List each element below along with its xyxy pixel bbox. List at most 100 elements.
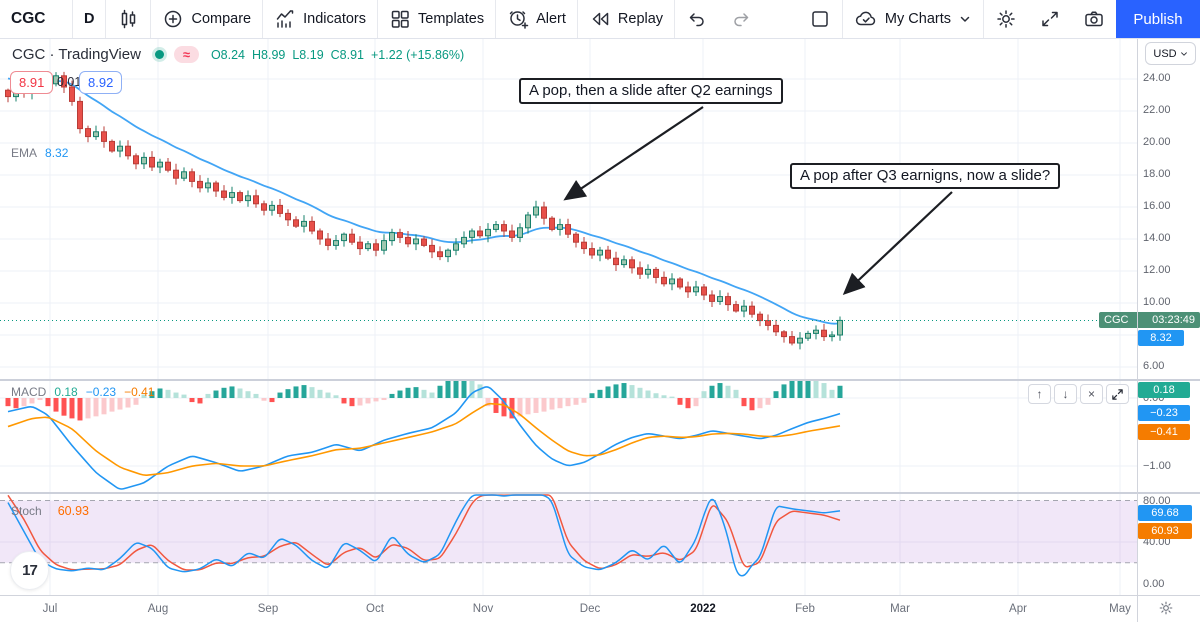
macd-tick: −1.00 [1143,460,1171,472]
market-status-dot-icon[interactable] [154,50,164,59]
interval-button[interactable]: D [73,0,105,38]
earnings-flag-icon[interactable]: ≈ [173,46,199,63]
redo-button[interactable] [719,0,763,38]
price-difference-label: 0.01 [57,75,82,89]
pane-separator[interactable] [0,492,1200,494]
macd-line-value: −0.23 [85,385,117,399]
legend-symbol-title[interactable]: CGC · TradingView [12,46,141,63]
ema-label: EMA [11,146,38,160]
toolbar-divider [674,0,676,38]
price-tick: 6.00 [1143,360,1165,372]
text-annotation[interactable]: A pop after Q3 earnigns, now a slide? [790,163,1061,189]
macd-pane-controls: ↑ ↓ × [1028,384,1129,404]
fullscreen-button[interactable] [1028,0,1072,38]
candlestick-icon [122,9,136,29]
pane-move-down-button[interactable]: ↓ [1054,384,1077,404]
macd-histogram [5,381,843,421]
price-label-drawing-blue[interactable]: 8.92 [79,71,123,94]
time-axis-label: Feb [795,603,815,615]
alert-clock-icon [509,11,529,29]
pane-close-button[interactable]: × [1080,384,1103,404]
toolbar-divider [150,0,152,38]
stoch-tick: 40.00 [1143,536,1171,548]
undo-arrow-icon [689,13,704,27]
replay-button[interactable]: Replay [578,0,674,38]
price-tick: 12.00 [1143,264,1171,276]
time-axis-label: Jul [42,603,58,615]
my-charts-button[interactable]: My Charts [843,0,983,38]
macd-legend[interactable]: MACD 0.18 −0.23 −0.41 [11,385,154,399]
templates-grid-icon [391,10,409,28]
stoch-legend[interactable]: Stoch 60.93 [11,504,89,518]
countdown-time: 03:23:49 [1152,314,1195,327]
macd-signal-value: −0.41 [124,385,155,399]
chevron-down-icon [960,16,970,22]
open-value: O8.24 [210,47,245,62]
symbol-label: CGC [11,10,46,27]
indicators-icon [276,10,294,28]
pane-separator[interactable] [0,379,1200,381]
ema-axis-badge: 8.32 [1138,330,1184,347]
gear-icon [997,10,1015,28]
alert-button[interactable]: Alert [496,0,577,38]
ema-legend[interactable]: EMA 8.32 [11,146,68,160]
redo-arrow-icon [734,13,749,27]
candlestick-series [5,71,843,350]
axis-settings-gear-icon[interactable] [1158,600,1174,616]
pane-maximize-button[interactable] [1106,384,1129,404]
time-axis-label: May [1109,603,1131,615]
currency-selector[interactable]: USD [1145,42,1196,65]
price-tick: 10.00 [1143,296,1171,308]
stoch-tick: 80.00 [1143,494,1171,507]
time-axis-label: Aug [147,603,169,615]
layout-square-icon [812,11,828,27]
time-axis-label: Nov [472,603,494,615]
tradingview-logo[interactable]: 17 [10,551,49,590]
chart-canvas[interactable] [0,38,1137,595]
time-axis[interactable]: Jul Aug Sep Oct Nov Dec 2022 Feb Mar Apr May [0,595,1200,622]
macd-axis-badge: 0.18 [1138,382,1190,398]
stoch-d-value: 60.93 [57,504,89,518]
pane-move-up-button[interactable]: ↑ [1028,384,1051,404]
fullscreen-arrows-icon [1042,11,1058,27]
settings-button[interactable] [984,0,1028,38]
toolbar-right-group: My Charts Publish [798,0,1200,38]
macd-axis-badge: −0.23 [1138,405,1190,421]
annotation-arrow[interactable] [842,191,953,296]
chart-style-button[interactable] [106,0,150,38]
toolbar-divider [72,0,73,38]
layout-button[interactable] [798,0,842,38]
macd-axis-badge: −0.41 [1138,424,1190,440]
stoch-tick: 0.00 [1143,577,1165,590]
price-label-drawing-red[interactable]: 8.91 [10,71,54,94]
compare-button[interactable]: Compare [151,0,262,38]
countdown-badge: CGC 03:23:49 [1099,312,1200,329]
templates-button[interactable]: Templates [378,0,495,38]
macd-line [7,386,841,490]
toolbar-divider [377,0,378,38]
main-series-legend: CGC · TradingView ≈ O8.24 H8.99 L8.19 C8… [12,46,464,63]
price-tick: 18.00 [1143,168,1171,180]
time-axis-label: Apr [1009,603,1027,615]
symbol-search-button[interactable]: CGC [0,0,72,38]
low-value: L8.19 [292,47,324,62]
indicators-button[interactable]: Indicators [263,0,377,38]
camera-icon [1085,11,1103,27]
cloud-check-icon [855,11,876,26]
time-axis-label: 2022 [690,603,716,615]
stoch-lines [7,494,841,577]
stoch-d-line [7,494,841,571]
screenshot-button[interactable] [1072,0,1116,38]
stoch-k-line [7,494,841,577]
time-axis-label: Dec [579,603,601,615]
text-annotation[interactable]: A pop, then a slide after Q2 earnings [519,78,783,104]
price-tick: 20.00 [1143,136,1171,148]
countdown-symbol: CGC [1104,314,1129,327]
annotation-arrow[interactable] [563,106,704,201]
time-axis-label: Oct [366,603,384,615]
publish-button[interactable]: Publish [1116,0,1200,38]
stoch-band [0,500,1137,564]
stoch-axis-badge: 69.68 [1138,505,1192,521]
undo-button[interactable] [675,0,719,38]
